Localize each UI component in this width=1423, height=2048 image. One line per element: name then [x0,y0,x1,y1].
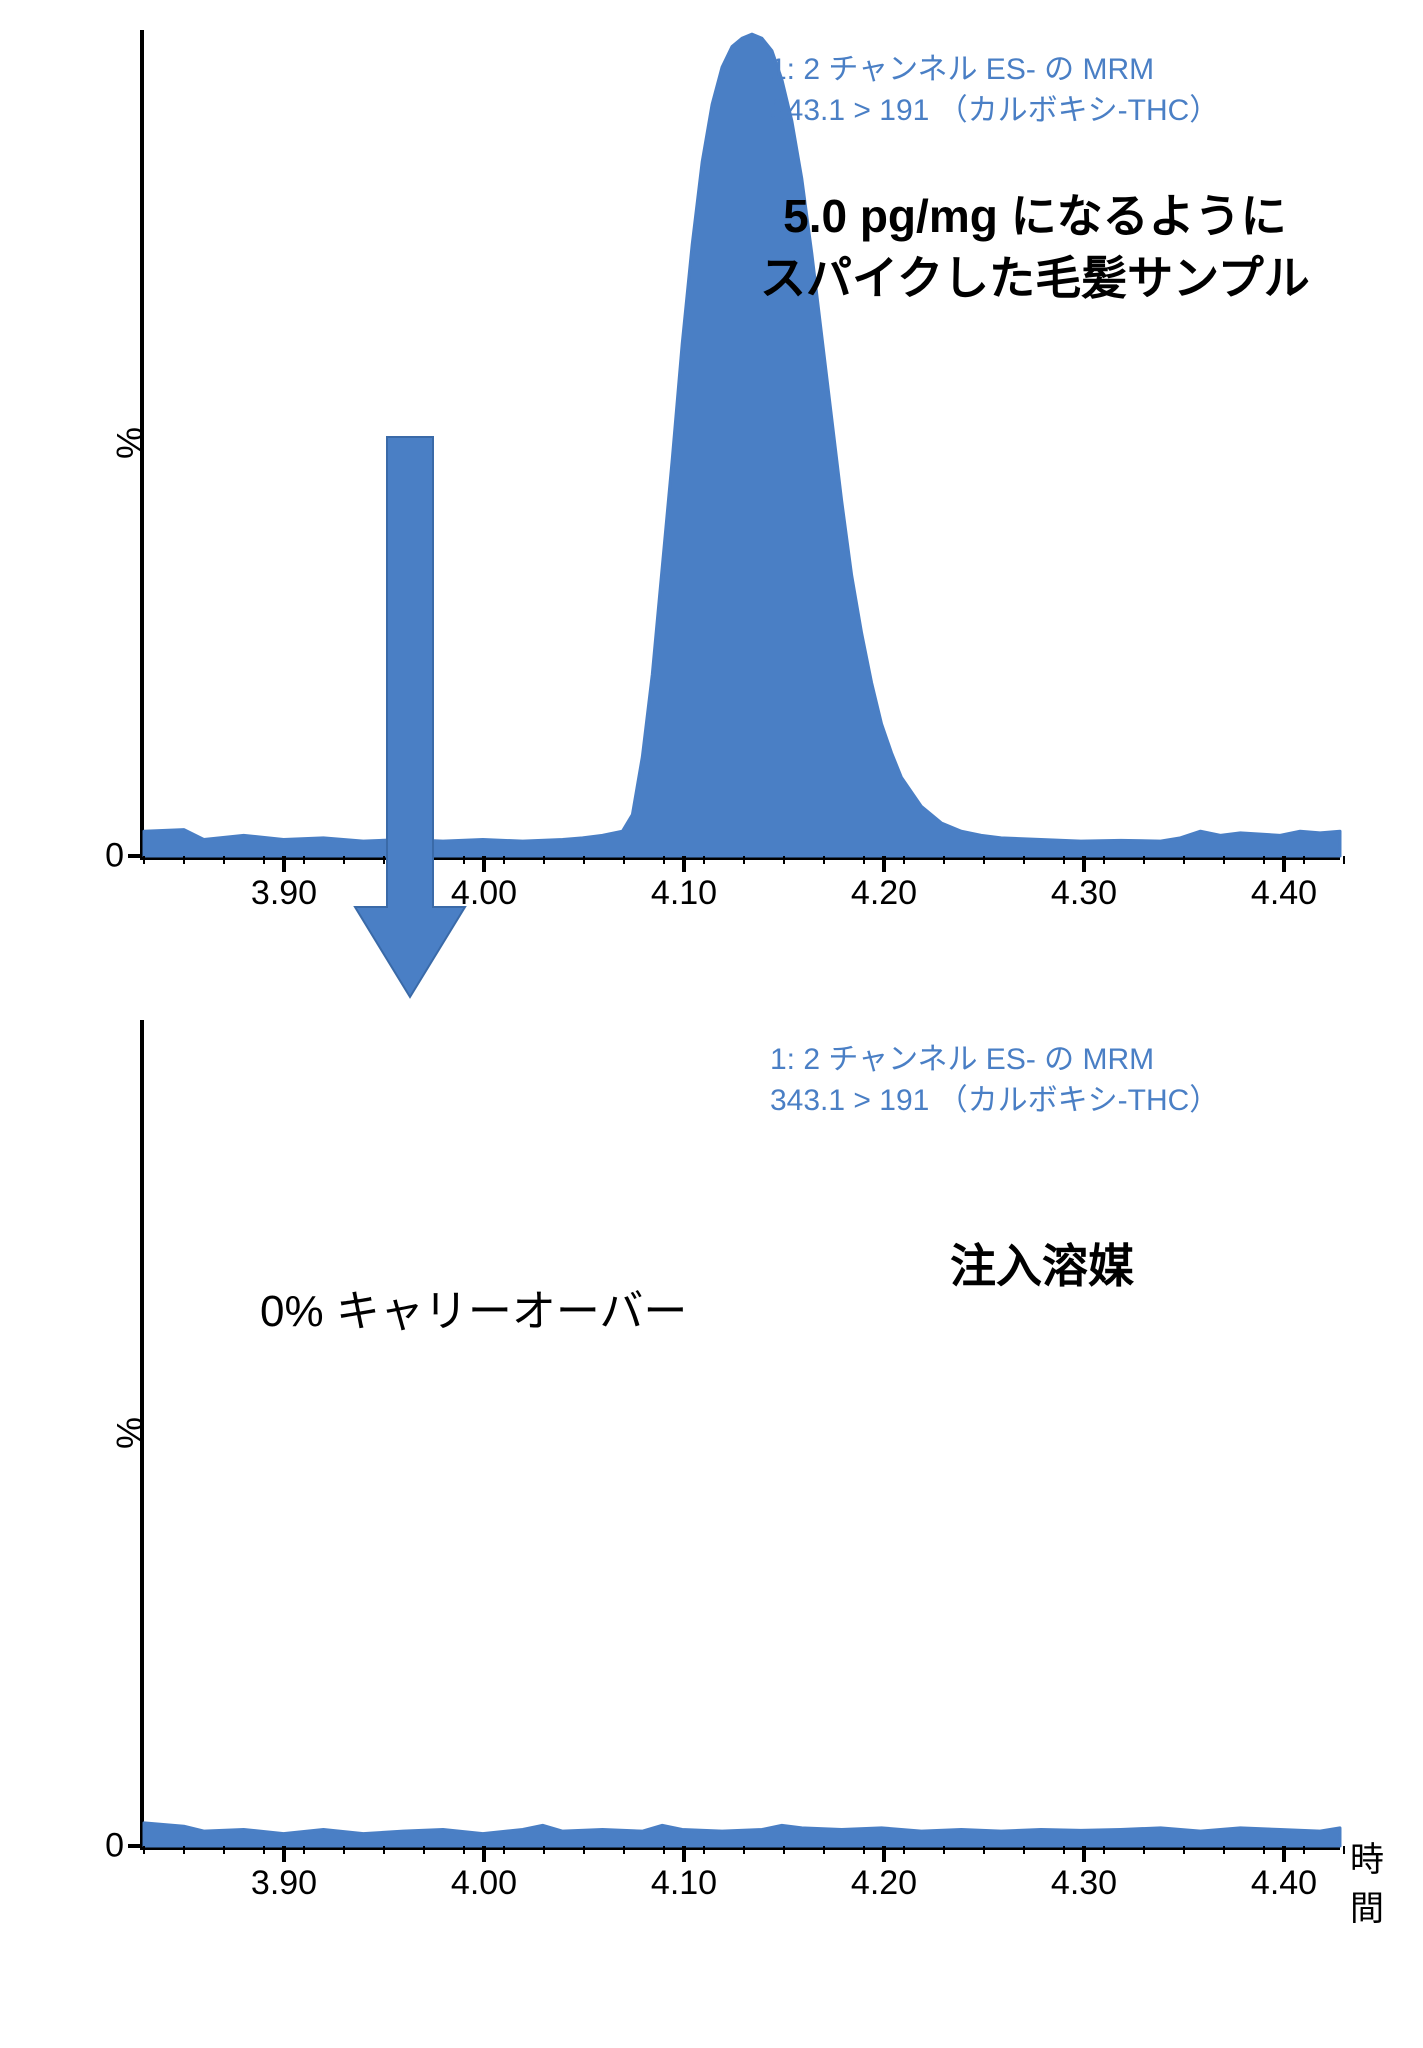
x-major-tick [482,856,486,872]
x-minor-tick [343,1846,345,1854]
x-minor-tick [1223,1846,1225,1854]
x-minor-tick [503,1846,505,1854]
top-chromatogram-trace [144,30,1340,856]
x-minor-tick [943,856,945,864]
mrm-info-top: 1: 2 チャンネル ES- の MRM 343.1 > 191 （カルボキシ-… [770,50,1219,131]
x-major-tick [882,856,886,872]
x-tick-label: 4.40 [1251,874,1317,913]
x-minor-tick [1183,856,1185,864]
mrm-info-bottom: 1: 2 チャンネル ES- の MRM 343.1 > 191 （カルボキシ-… [770,1040,1219,1121]
x-minor-tick [1023,856,1025,864]
x-minor-tick [863,1846,865,1854]
x-minor-tick [983,1846,985,1854]
x-minor-tick [1023,1846,1025,1854]
x-minor-tick [1103,856,1105,864]
x-major-tick [882,1846,886,1862]
top-chromatogram-panel: % 0 3.904.004.104.204.304.40 1: 2 チャンネル … [80,30,1380,930]
x-tick-label: 4.30 [1051,874,1117,913]
y-tick-zero: 0 [105,837,124,876]
x-minor-tick [1263,856,1265,864]
bottom-plot-area: % 0 3.904.004.104.204.304.40 [140,1020,1340,1850]
y-tick-mark [128,854,144,858]
x-tick-label: 3.90 [251,874,317,913]
x-minor-tick [623,1846,625,1854]
x-tick-label: 4.20 [851,1864,917,1903]
x-major-tick [1282,856,1286,872]
x-tick-label: 4.40 [1251,1864,1317,1903]
x-minor-tick [583,856,585,864]
x-axis-label: 時間 [1350,1832,1384,1930]
x-minor-tick [663,1846,665,1854]
x-major-tick [1082,1846,1086,1862]
spike-annotation: 5.0 pg/mg になるように スパイクした毛髪サンプル [760,185,1310,309]
x-minor-tick [303,856,305,864]
x-minor-tick [263,856,265,864]
x-major-tick [682,856,686,872]
x-minor-tick [343,856,345,864]
x-minor-tick [863,856,865,864]
x-tick-label: 3.90 [251,1864,317,1903]
x-minor-tick [823,1846,825,1854]
x-minor-tick [183,1846,185,1854]
x-minor-tick [943,1846,945,1854]
x-minor-tick [663,856,665,864]
x-minor-tick [1143,1846,1145,1854]
x-major-tick [1282,1846,1286,1862]
x-minor-tick [503,856,505,864]
x-minor-tick [223,856,225,864]
y-tick-zero: 0 [105,1827,124,1866]
x-minor-tick [1223,856,1225,864]
x-tick-label: 4.10 [651,1864,717,1903]
bottom-chromatogram-trace [144,1020,1340,1846]
x-minor-tick [1063,856,1065,864]
x-minor-tick [143,856,145,864]
carryover-annotation: 0% キャリーオーバー [260,1275,687,1339]
x-minor-tick [543,856,545,864]
x-tick-label: 4.20 [851,874,917,913]
y-tick-mark [128,1844,144,1848]
x-minor-tick [583,1846,585,1854]
x-minor-tick [1343,1846,1345,1854]
bottom-chromatogram-panel: % 0 3.904.004.104.204.304.40 1: 2 チャンネル … [80,1020,1380,1920]
x-minor-tick [183,856,185,864]
x-minor-tick [1183,1846,1185,1854]
top-plot-area: % 0 3.904.004.104.204.304.40 [140,30,1340,860]
x-minor-tick [983,856,985,864]
x-minor-tick [703,1846,705,1854]
x-minor-tick [1263,1846,1265,1854]
x-minor-tick [143,1846,145,1854]
x-tick-label: 4.30 [1051,1864,1117,1903]
x-minor-tick [823,856,825,864]
x-major-tick [282,856,286,872]
x-minor-tick [543,1846,545,1854]
x-minor-tick [1143,856,1145,864]
x-minor-tick [783,856,785,864]
x-minor-tick [303,1846,305,1854]
x-minor-tick [1303,1846,1305,1854]
x-minor-tick [903,856,905,864]
x-minor-tick [423,1846,425,1854]
x-minor-tick [223,1846,225,1854]
x-minor-tick [383,1846,385,1854]
x-minor-tick [743,1846,745,1854]
x-minor-tick [703,856,705,864]
x-tick-label: 4.00 [451,1864,517,1903]
x-major-tick [1082,856,1086,872]
x-minor-tick [263,1846,265,1854]
x-minor-tick [903,1846,905,1854]
x-major-tick [482,1846,486,1862]
x-minor-tick [1103,1846,1105,1854]
carryover-arrow-icon [355,437,465,997]
x-tick-label: 4.10 [651,874,717,913]
x-minor-tick [1303,856,1305,864]
x-major-tick [682,1846,686,1862]
solvent-annotation: 注入溶媒 [950,1235,1134,1297]
x-minor-tick [1343,856,1345,864]
x-minor-tick [783,1846,785,1854]
x-minor-tick [463,1846,465,1854]
x-minor-tick [1063,1846,1065,1854]
x-minor-tick [743,856,745,864]
x-major-tick [282,1846,286,1862]
x-minor-tick [623,856,625,864]
